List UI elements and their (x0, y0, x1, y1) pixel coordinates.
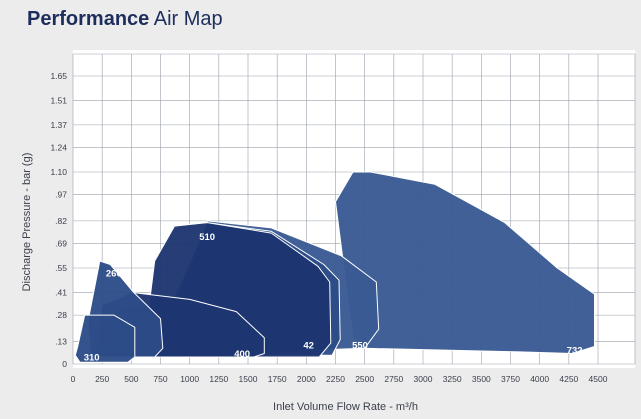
regions: 732 550 42 510 400 260 310 (74, 171, 595, 364)
y-tick-label: .28 (55, 310, 67, 320)
region-label-42: 42 (303, 340, 314, 351)
region-310 (74, 314, 136, 363)
region-label-732: 732 (567, 346, 583, 357)
y-tick-label: .55 (55, 263, 67, 273)
y-tick-labels: 0 .13 .28 .41 .55 .69 .82 .97 1.10 1.24 1.37 1.51 1.… (50, 71, 67, 369)
x-tick-label: 1000 (180, 374, 199, 384)
x-tick-label: 2000 (297, 374, 316, 384)
y-tick-label: 1.24 (50, 143, 67, 153)
y-tick-label: 1.51 (50, 95, 67, 105)
x-tick-label: 4000 (530, 374, 549, 384)
region-label-550: 550 (352, 340, 368, 351)
x-tick-label: 3000 (414, 374, 433, 384)
y-tick-label: 0 (62, 359, 67, 369)
x-tick-label: 1250 (209, 374, 228, 384)
y-tick-label: .13 (55, 336, 67, 346)
region-label-400: 400 (234, 349, 250, 360)
x-axis-label: Inlet Volume Flow Rate - m³/h (273, 401, 418, 413)
region-label-310: 310 (84, 353, 100, 364)
x-tick-label: 4250 (559, 374, 578, 384)
x-tick-label: 1500 (239, 374, 258, 384)
y-tick-label: .97 (55, 190, 67, 200)
x-tick-label: 750 (153, 374, 167, 384)
y-axis-label: Discharge Pressure - bar (g) (21, 153, 33, 292)
x-tick-label: 250 (95, 374, 109, 384)
title-bold: Performance (27, 8, 150, 30)
x-tick-label: 4500 (589, 374, 608, 384)
x-tick-labels: 0 250 500 750 1000 1250 1500 1750 2000 2250 2500 27… (71, 374, 608, 384)
y-tick-label: 1.65 (50, 71, 67, 81)
x-tick-label: 3750 (501, 374, 520, 384)
y-tick-label: .69 (55, 239, 67, 249)
x-tick-label: 500 (124, 374, 138, 384)
title-rest: Air Map (153, 8, 223, 30)
page-title: Performance Air Map (27, 8, 223, 31)
y-tick-label: .82 (55, 216, 67, 226)
x-tick-label: 3250 (443, 374, 462, 384)
y-tick-label: 1.37 (50, 120, 67, 130)
x-tick-label: 2250 (326, 374, 345, 384)
x-tick-label: 1750 (268, 374, 287, 384)
x-tick-label: 2500 (355, 374, 374, 384)
x-tick-label: 3500 (472, 374, 491, 384)
x-tick-label: 0 (71, 374, 76, 384)
region-label-510: 510 (199, 232, 215, 243)
region-label-260: 260 (106, 269, 122, 280)
x-tick-label: 2750 (384, 374, 403, 384)
y-tick-label: 1.10 (50, 167, 67, 177)
y-tick-label: .41 (55, 287, 67, 297)
